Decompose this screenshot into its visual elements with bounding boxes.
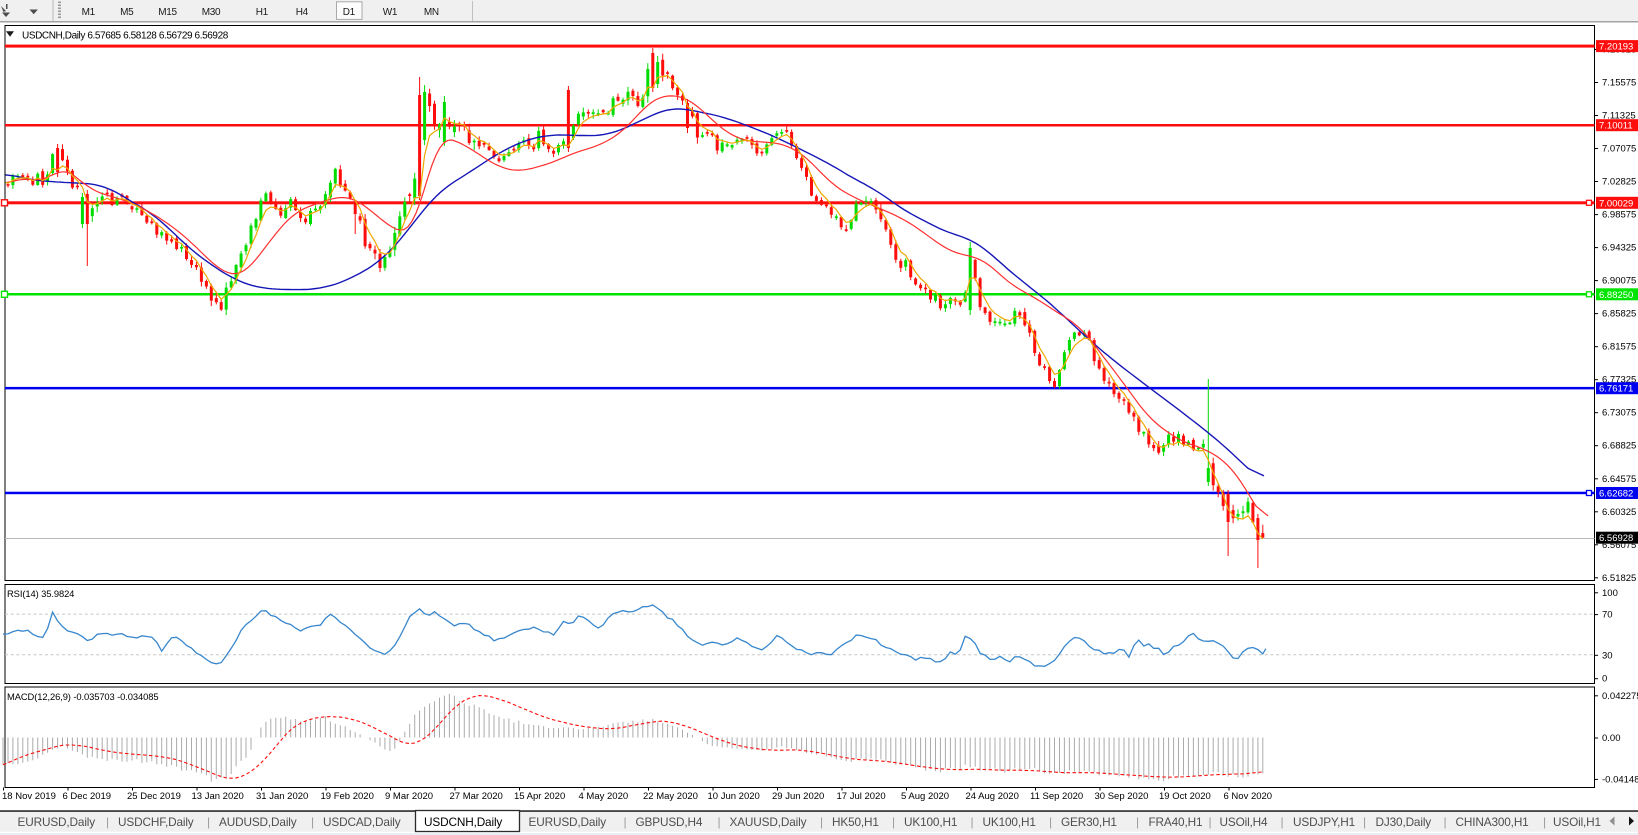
svg-text:6.62682: 6.62682	[1599, 489, 1633, 500]
svg-text:|: |	[820, 815, 823, 829]
svg-text:70: 70	[1602, 610, 1613, 621]
svg-text:6 Nov 2020: 6 Nov 2020	[1224, 791, 1273, 802]
svg-text:6.64575: 6.64575	[1602, 474, 1636, 485]
svg-text:31 Jan 2020: 31 Jan 2020	[256, 791, 308, 802]
svg-text:|: |	[1444, 815, 1447, 829]
svg-text:22 May 2020: 22 May 2020	[643, 791, 698, 802]
svg-text:11 Sep 2020: 11 Sep 2020	[1030, 791, 1083, 802]
svg-text:6.68825: 6.68825	[1602, 441, 1636, 452]
svg-text:M5: M5	[120, 7, 134, 18]
svg-text:6.56928: 6.56928	[1599, 533, 1633, 544]
svg-text:29 Jun 2020: 29 Jun 2020	[772, 791, 824, 802]
svg-text:7.15575: 7.15575	[1602, 78, 1636, 89]
svg-text:GBPUSD,H4: GBPUSD,H4	[636, 815, 703, 829]
svg-text:CHINA300,H1: CHINA300,H1	[1456, 815, 1529, 829]
svg-text:|: |	[207, 815, 210, 829]
svg-text:USDJPY,H1: USDJPY,H1	[1293, 815, 1355, 829]
svg-text:H1: H1	[256, 7, 269, 18]
svg-text:25 Dec 2019: 25 Dec 2019	[127, 791, 181, 802]
svg-text:4 May 2020: 4 May 2020	[579, 791, 629, 802]
svg-text:6.81575: 6.81575	[1602, 342, 1636, 353]
svg-text:|: |	[971, 815, 974, 829]
svg-text:XAUUSD,Daily: XAUUSD,Daily	[730, 815, 807, 829]
svg-text:6.77325: 6.77325	[1602, 375, 1636, 386]
svg-text:15 Apr 2020: 15 Apr 2020	[514, 791, 565, 802]
svg-text:USDCNH,Daily 6.57685 6.58128: USDCNH,Daily 6.57685 6.58128 6.56729 6.5…	[22, 31, 229, 42]
svg-text:5 Aug 2020: 5 Aug 2020	[901, 791, 949, 802]
svg-text:|: |	[1136, 815, 1139, 829]
svg-text:D1: D1	[343, 7, 356, 18]
svg-text:USOil,H1: USOil,H1	[1553, 815, 1601, 829]
svg-text:100: 100	[1602, 588, 1618, 599]
svg-text:M1: M1	[82, 7, 96, 18]
svg-text:17 Jul 2020: 17 Jul 2020	[837, 791, 886, 802]
svg-text:|: |	[1209, 815, 1212, 829]
svg-text:7.11325: 7.11325	[1602, 111, 1636, 122]
svg-text:-0.04148: -0.04148	[1602, 774, 1638, 785]
svg-text:19 Oct 2020: 19 Oct 2020	[1159, 791, 1211, 802]
svg-text:EURUSD,Daily: EURUSD,Daily	[529, 815, 607, 829]
svg-text:6.60325: 6.60325	[1602, 507, 1636, 518]
svg-text:H4: H4	[296, 7, 309, 18]
svg-text:18 Nov 2019: 18 Nov 2019	[2, 791, 56, 802]
svg-text:USDCHF,Daily: USDCHF,Daily	[118, 815, 194, 829]
svg-text:24 Aug 2020: 24 Aug 2020	[966, 791, 1019, 802]
svg-text:M15: M15	[158, 7, 177, 18]
svg-text:|: |	[718, 815, 721, 829]
svg-text:6.76171: 6.76171	[1599, 384, 1633, 395]
svg-text:|: |	[1281, 815, 1284, 829]
svg-text:|: |	[1049, 815, 1052, 829]
svg-text:|: |	[624, 815, 627, 829]
svg-text:DJ30,Daily: DJ30,Daily	[1376, 815, 1432, 829]
svg-text:6.88250: 6.88250	[1599, 290, 1633, 301]
svg-text:GER30,H1: GER30,H1	[1061, 815, 1117, 829]
svg-text:AUDUSD,Daily: AUDUSD,Daily	[219, 815, 297, 829]
svg-text:7.07075: 7.07075	[1602, 144, 1636, 155]
svg-text:0.042275: 0.042275	[1602, 691, 1638, 702]
svg-text:EURUSD,Daily: EURUSD,Daily	[18, 815, 96, 829]
svg-text:USOil,H4: USOil,H4	[1220, 815, 1269, 829]
svg-text:HK50,H1: HK50,H1	[832, 815, 879, 829]
svg-text:UK100,H1: UK100,H1	[904, 815, 957, 829]
svg-text:7.20193: 7.20193	[1599, 42, 1633, 53]
svg-text:|: |	[1363, 815, 1366, 829]
svg-text:6.56075: 6.56075	[1602, 540, 1636, 551]
svg-text:|: |	[1543, 815, 1546, 829]
svg-text:7.02825: 7.02825	[1602, 177, 1636, 188]
svg-text:|: |	[106, 815, 109, 829]
svg-text:FRA40,H1: FRA40,H1	[1149, 815, 1203, 829]
svg-text:6.73075: 6.73075	[1602, 408, 1636, 419]
svg-text:27 Mar 2020: 27 Mar 2020	[450, 791, 503, 802]
svg-text:6.51825: 6.51825	[1602, 573, 1636, 584]
svg-text:RSI(14) 35.9824: RSI(14) 35.9824	[7, 588, 74, 599]
svg-text:|: |	[892, 815, 895, 829]
svg-text:6.94325: 6.94325	[1602, 243, 1636, 254]
svg-text:7.00029: 7.00029	[1599, 198, 1633, 209]
svg-text:|: |	[311, 815, 314, 829]
svg-text:6.98575: 6.98575	[1602, 210, 1636, 221]
svg-text:6.85825: 6.85825	[1602, 309, 1636, 320]
svg-text:M30: M30	[202, 7, 221, 18]
svg-text:MN: MN	[424, 7, 439, 18]
svg-text:USDCNH,Daily: USDCNH,Daily	[424, 815, 502, 829]
svg-text:9 Mar 2020: 9 Mar 2020	[385, 791, 433, 802]
svg-text:6 Dec 2019: 6 Dec 2019	[63, 791, 112, 802]
svg-text:0.00: 0.00	[1602, 733, 1621, 744]
svg-text:10 Jun 2020: 10 Jun 2020	[708, 791, 760, 802]
svg-text:USDCAD,Daily: USDCAD,Daily	[323, 815, 401, 829]
svg-text:W1: W1	[383, 7, 398, 18]
svg-text:13 Jan 2020: 13 Jan 2020	[192, 791, 244, 802]
svg-text:UK100,H1: UK100,H1	[983, 815, 1036, 829]
svg-text:7.10011: 7.10011	[1599, 121, 1633, 132]
svg-text:30: 30	[1602, 650, 1613, 661]
svg-text:0: 0	[1602, 674, 1607, 685]
svg-text:6.90075: 6.90075	[1602, 276, 1636, 287]
svg-text:30 Sep 2020: 30 Sep 2020	[1095, 791, 1149, 802]
svg-text:MACD(12,26,9) -0.035703 -0.034: MACD(12,26,9) -0.035703 -0.034085	[7, 691, 158, 702]
svg-text:19 Feb 2020: 19 Feb 2020	[321, 791, 374, 802]
